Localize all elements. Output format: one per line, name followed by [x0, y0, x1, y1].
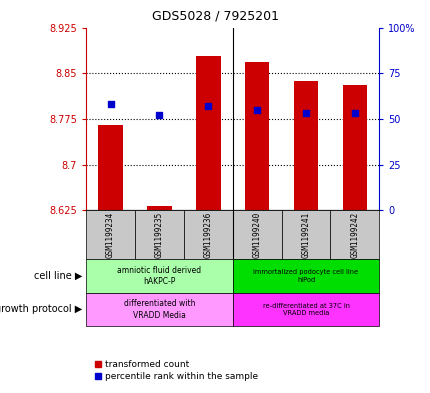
- Text: re-differentiated at 37C in
VRADD media: re-differentiated at 37C in VRADD media: [262, 303, 349, 316]
- Bar: [342, 85, 366, 210]
- Bar: [244, 62, 269, 210]
- Point: [107, 101, 114, 107]
- Point: [350, 110, 357, 117]
- Text: GSM1199241: GSM1199241: [301, 212, 310, 258]
- Bar: [232, 293, 378, 326]
- Text: GDS5028 / 7925201: GDS5028 / 7925201: [152, 10, 278, 23]
- Point: [204, 103, 211, 109]
- Text: cell line ▶: cell line ▶: [34, 271, 82, 281]
- Bar: [232, 259, 378, 293]
- Bar: [281, 210, 330, 259]
- Text: growth protocol ▶: growth protocol ▶: [0, 305, 82, 314]
- Bar: [293, 81, 317, 210]
- Text: GSM1199242: GSM1199242: [350, 212, 359, 258]
- Text: GSM1199234: GSM1199234: [106, 212, 115, 258]
- Point: [253, 107, 260, 113]
- Point: [302, 110, 309, 117]
- Bar: [135, 210, 184, 259]
- Legend: transformed count, percentile rank within the sample: transformed count, percentile rank withi…: [90, 356, 261, 385]
- Bar: [147, 206, 171, 210]
- Text: immortalized podocyte cell line
hIPod: immortalized podocyte cell line hIPod: [253, 269, 358, 283]
- Bar: [86, 293, 232, 326]
- Text: differentiated with
VRADD Media: differentiated with VRADD Media: [123, 299, 195, 320]
- Bar: [232, 210, 281, 259]
- Bar: [86, 210, 135, 259]
- Bar: [86, 259, 232, 293]
- Text: GSM1199240: GSM1199240: [252, 212, 261, 258]
- Text: GSM1199235: GSM1199235: [155, 212, 163, 258]
- Bar: [184, 210, 232, 259]
- Bar: [98, 125, 123, 210]
- Text: GSM1199236: GSM1199236: [203, 212, 212, 258]
- Point: [156, 112, 163, 118]
- Text: amniotic fluid derived
hAKPC-P: amniotic fluid derived hAKPC-P: [117, 266, 201, 286]
- Bar: [196, 56, 220, 210]
- Bar: [330, 210, 378, 259]
